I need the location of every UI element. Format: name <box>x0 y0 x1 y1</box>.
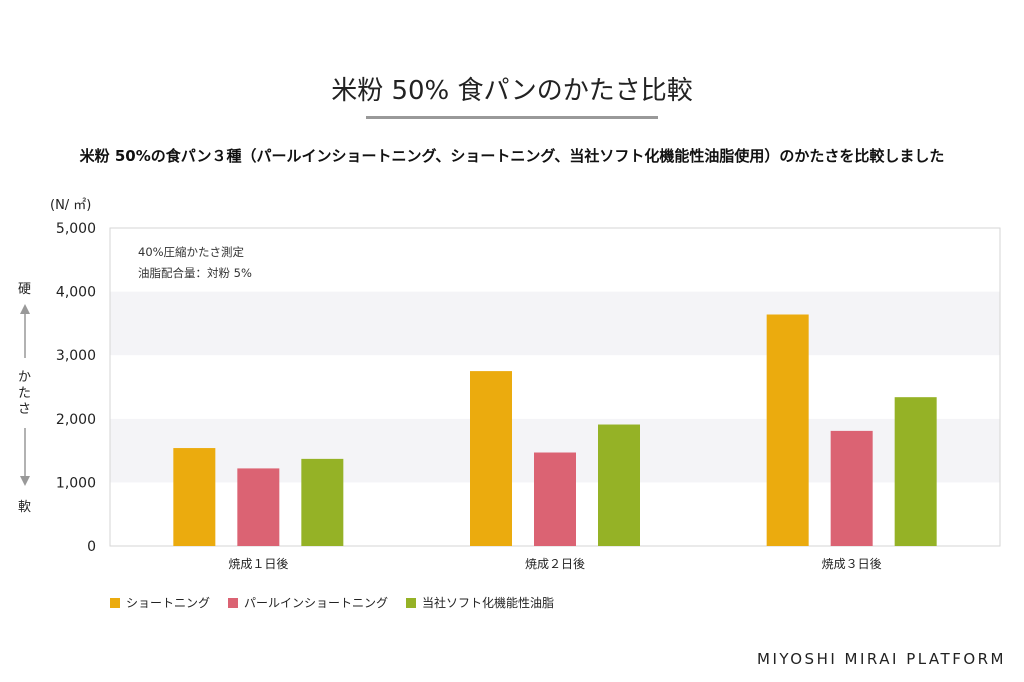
bar <box>237 468 280 546</box>
legend-swatch <box>110 597 120 608</box>
y-tick-label: 2,000 <box>56 412 96 428</box>
side-label-hardness: かたさ <box>18 370 32 417</box>
legend-label: パールインショートニング <box>244 596 389 610</box>
bar <box>598 424 640 546</box>
y-tick-label: 1,000 <box>56 475 96 491</box>
bar <box>534 452 576 546</box>
grid-band <box>110 355 1000 419</box>
side-arrow-down-head <box>20 476 30 486</box>
side-label-hard: 硬 <box>18 282 32 297</box>
bar <box>301 458 344 546</box>
legend-swatch <box>228 597 239 608</box>
y-tick-label: 0 <box>87 539 96 555</box>
bar <box>766 314 809 546</box>
chart-legend: ショートニング パールインショートニング 当社ソフト化機能性油脂 <box>110 594 554 611</box>
legend-swatch <box>406 597 417 608</box>
y-tick-label: 5,000 <box>56 221 96 237</box>
chart-title: 米粉 50% 食パンのかたさ比較 <box>331 76 693 106</box>
grid-band <box>110 228 1000 292</box>
x-tick-label: 焼成２日後 <box>525 557 585 571</box>
grid-band <box>110 291 1000 356</box>
side-arrow-up-head <box>20 304 30 314</box>
x-tick-label: 焼成３日後 <box>822 557 882 571</box>
legend-item: パールインショートニング <box>228 594 388 611</box>
annotation-text: 40%圧縮かたさ測定 <box>138 245 245 259</box>
legend-label: ショートニング <box>126 596 211 610</box>
x-tick-label: 焼成１日後 <box>228 557 288 571</box>
legend-label: 当社ソフト化機能性油脂 <box>422 596 555 610</box>
legend-item: ショートニング <box>110 594 210 611</box>
bar <box>173 448 216 546</box>
y-axis-unit: (N/ ㎡) <box>50 198 92 213</box>
brand-logo-text: MIYOSHI MIRAI PLATFORM <box>757 650 1006 668</box>
y-tick-label: 3,000 <box>56 348 96 364</box>
annotation-text: 油脂配合量：対粉 5% <box>138 266 252 280</box>
bar <box>830 430 873 546</box>
y-tick-label: 4,000 <box>56 285 96 301</box>
title-underline <box>366 116 658 119</box>
chart-subtitle: 米粉 50%の食パン３種（パールインショートニング、ショートニング、当社ソフト化… <box>79 147 945 165</box>
legend-item: 当社ソフト化機能性油脂 <box>406 594 554 611</box>
bar <box>470 371 512 546</box>
bar <box>894 397 937 546</box>
side-label-soft: 軟 <box>18 500 32 515</box>
